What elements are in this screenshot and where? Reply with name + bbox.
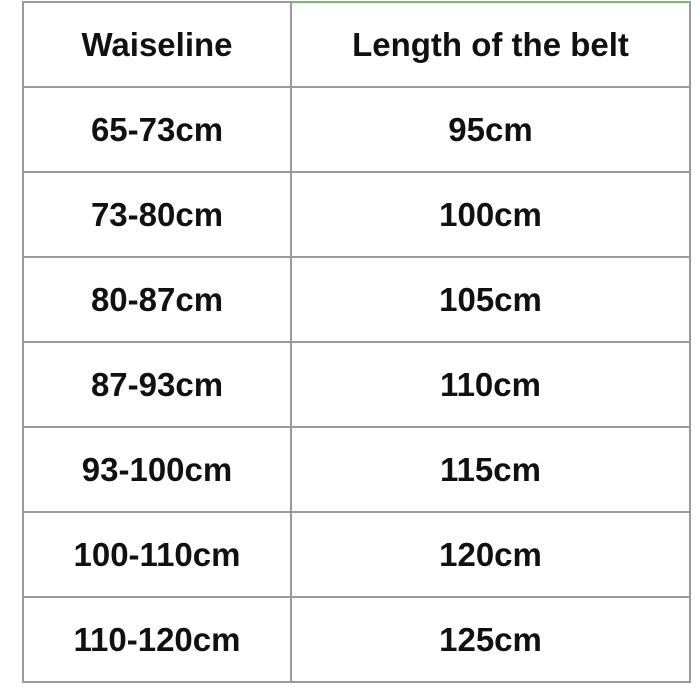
table-cell: 110cm <box>290 341 691 428</box>
table-row: 73-80cm 100cm <box>22 171 691 258</box>
table-cell: 100-110cm <box>22 511 292 598</box>
size-table: Waiseline Length of the belt 65-73cm 95cm… <box>22 1 691 683</box>
table-cell: 110-120cm <box>22 596 292 683</box>
table-row: 80-87cm 105cm <box>22 256 691 343</box>
table-cell: 100cm <box>290 171 691 258</box>
table-row: 100-110cm 120cm <box>22 511 691 598</box>
table-cell: 93-100cm <box>22 426 292 513</box>
table-cell: 115cm <box>290 426 691 513</box>
header-cell: Waiseline <box>22 1 292 88</box>
table-cell: 125cm <box>290 596 691 683</box>
table-cell: 65-73cm <box>22 86 292 173</box>
table-cell: 80-87cm <box>22 256 292 343</box>
table-row: 110-120cm 125cm <box>22 596 691 683</box>
table-cell: 120cm <box>290 511 691 598</box>
table-cell: 73-80cm <box>22 171 292 258</box>
table-cell: 105cm <box>290 256 691 343</box>
table-row: 65-73cm 95cm <box>22 86 691 173</box>
table-cell: 87-93cm <box>22 341 292 428</box>
header-row: Waiseline Length of the belt <box>22 1 691 88</box>
table-row: 87-93cm 110cm <box>22 341 691 428</box>
table-cell: 95cm <box>290 86 691 173</box>
table-row: 93-100cm 115cm <box>22 426 691 513</box>
table-body: 65-73cm 95cm 73-80cm 100cm 80-87cm 105cm 87-93… <box>22 86 691 683</box>
header-cell: Length of the belt <box>290 1 691 88</box>
